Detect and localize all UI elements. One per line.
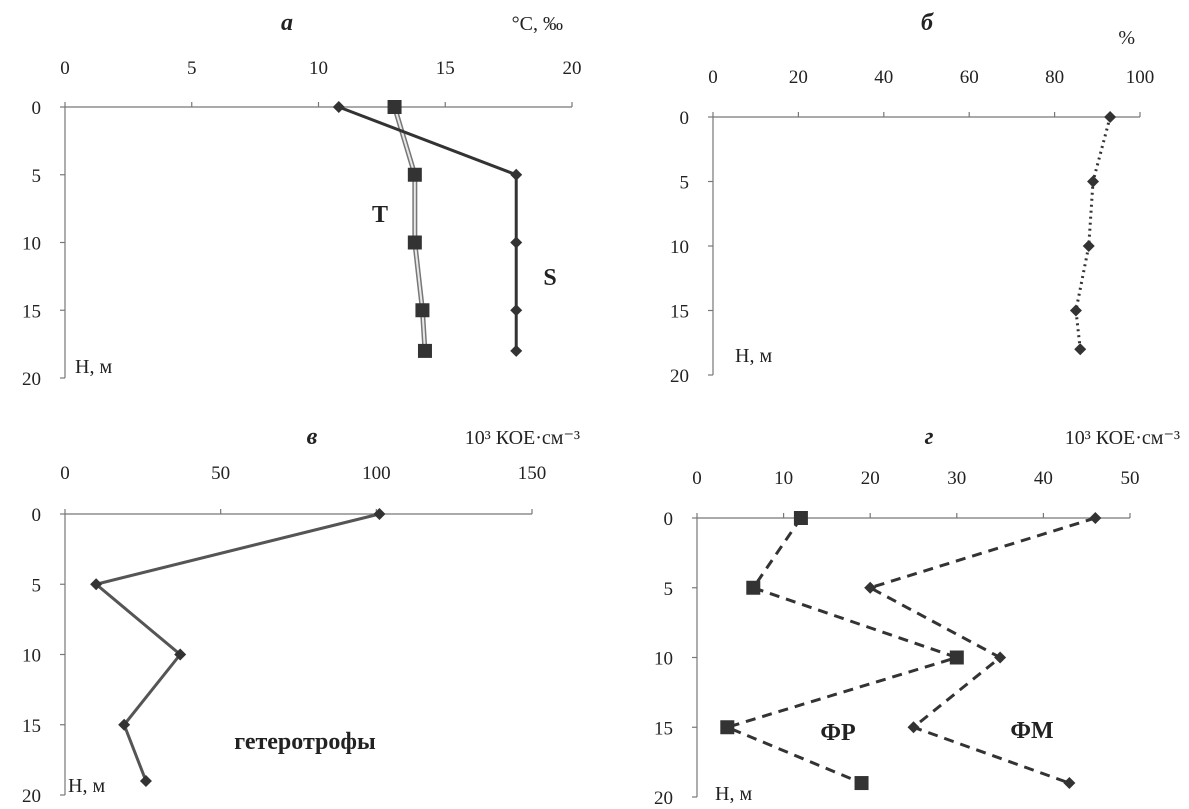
x-tick-label: 60 (960, 67, 979, 88)
x-tick-label: 20 (563, 58, 582, 79)
x-tick-label: 20 (861, 468, 880, 489)
data-point (510, 168, 523, 181)
chart-title: г (925, 424, 934, 450)
data-point (1074, 343, 1087, 356)
x-tick-label: 15 (436, 58, 455, 79)
series-line-ФР (722, 517, 962, 785)
data-point (415, 303, 430, 318)
y-tick-label: 10 (670, 237, 689, 258)
x-axis-unit: 10³ КОЕ·см⁻³ (1065, 427, 1180, 449)
y-axis-label: Н, м (735, 345, 772, 367)
x-axis-unit: 10³ КОЕ·см⁻³ (465, 427, 580, 449)
y-tick-label: 20 (670, 366, 689, 387)
x-tick-label: 10 (774, 468, 793, 489)
data-point (994, 651, 1007, 664)
data-point (332, 101, 345, 113)
x-tick-label: 50 (211, 463, 230, 484)
data-point (746, 580, 761, 595)
data-point (864, 581, 877, 594)
data-point (373, 508, 386, 520)
y-tick-label: 0 (32, 505, 42, 526)
y-axis-label: Н, м (68, 775, 105, 797)
y-tick-label: 10 (654, 649, 673, 670)
data-point (510, 344, 523, 357)
data-point (793, 511, 808, 525)
data-point (907, 721, 920, 734)
data-point (720, 720, 735, 735)
y-tick-label: 20 (22, 369, 41, 390)
y-tick-label: 5 (32, 166, 42, 187)
chart-panel-б: 0 20 40 60 80 100 0 5 10 15 20 б% Н, м (670, 10, 1154, 387)
data-point (1069, 304, 1082, 317)
data-point (854, 776, 869, 791)
series-label: S (543, 265, 556, 291)
y-axis-label: Н, м (715, 783, 752, 805)
y-tick-label: 0 (32, 98, 42, 119)
x-tick-label: 20 (789, 67, 808, 88)
x-tick-label: 10 (309, 58, 328, 79)
y-tick-label: 15 (670, 302, 689, 323)
x-tick-label: 0 (692, 468, 702, 489)
x-axis-unit: °C, ‰ (512, 13, 563, 35)
chart-panel-в: 0 50 100 150 0 5 10 15 20 в 10³ КОЕ·см⁻³ Н, м гетеро… (22, 424, 580, 807)
y-tick-label: 0 (664, 509, 674, 530)
y-tick-label: 0 (680, 108, 690, 129)
data-point (417, 343, 432, 358)
data-point (1089, 512, 1102, 524)
data-point (1082, 240, 1095, 252)
series-label: T (372, 202, 388, 228)
x-tick-label: 100 (1126, 67, 1155, 88)
data-point (510, 236, 523, 249)
x-tick-label: 50 (1121, 468, 1140, 489)
data-point (407, 167, 422, 182)
y-tick-label: 15 (22, 301, 41, 322)
chart-panel-а: 0 5 10 15 20 0 5 10 15 20 а °C, ‰ Н, м T S (22, 10, 582, 390)
x-tick-label: 30 (947, 468, 966, 489)
y-tick-label: 10 (22, 234, 41, 255)
chart-panel-г: 0 10 20 30 40 50 0 5 10 15 20 г 10³ КОЕ·см⁻³ Н, м ФР ФМ (654, 424, 1180, 809)
series-line-ФМ (866, 516, 1096, 785)
y-tick-label: 15 (654, 718, 673, 739)
x-tick-label: 40 (874, 67, 893, 88)
data-point (90, 578, 103, 591)
x-tick-label: 100 (362, 463, 391, 484)
x-tick-label: 0 (60, 58, 70, 79)
series-label: ФР (820, 720, 855, 746)
x-axis-unit: % (1118, 27, 1135, 49)
data-point (387, 100, 402, 114)
x-tick-label: 5 (187, 58, 197, 79)
y-tick-label: 5 (680, 173, 690, 194)
data-point (1087, 175, 1100, 188)
y-tick-label: 5 (664, 579, 674, 600)
data-point (118, 718, 131, 731)
x-tick-label: 80 (1045, 67, 1064, 88)
data-point (510, 304, 523, 317)
y-axis-label: Н, м (75, 356, 112, 378)
series-label: гетеротрофы (234, 729, 376, 755)
chart-title: б (921, 10, 934, 36)
y-tick-label: 10 (22, 646, 41, 667)
x-tick-label: 40 (1034, 468, 1053, 489)
series-label: ФМ (1010, 718, 1053, 744)
data-point (1104, 111, 1117, 123)
y-tick-label: 15 (22, 716, 41, 737)
data-point (174, 648, 187, 661)
x-tick-label: 150 (518, 463, 547, 484)
data-point (949, 650, 964, 665)
y-tick-label: 20 (22, 786, 41, 807)
chart-title: а (281, 10, 293, 36)
data-point (407, 235, 422, 250)
y-tick-label: 20 (654, 788, 673, 809)
x-tick-label: 0 (708, 67, 718, 88)
x-tick-label: 0 (60, 463, 70, 484)
series-line-data (1074, 116, 1112, 350)
y-tick-label: 5 (32, 575, 42, 596)
data-point (1063, 777, 1076, 790)
chart-title: в (307, 424, 318, 450)
data-point (139, 774, 152, 787)
